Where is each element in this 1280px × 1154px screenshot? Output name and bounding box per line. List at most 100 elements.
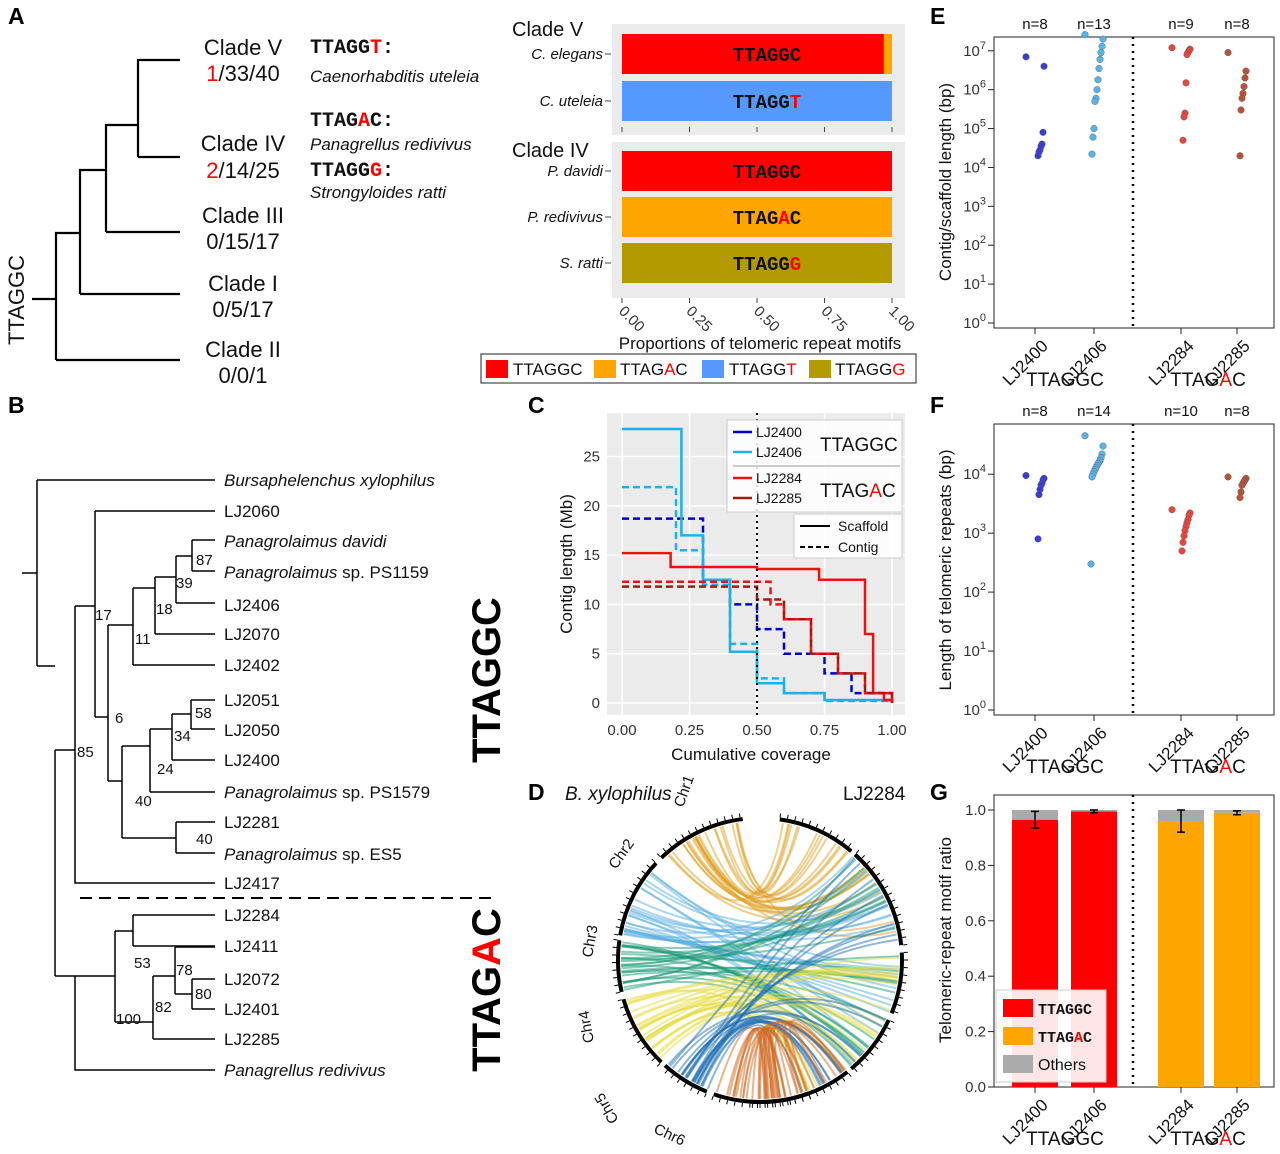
data-point xyxy=(1178,547,1186,555)
x-tick-label: 0.75 xyxy=(810,722,839,739)
y-tick-label: 20 xyxy=(583,498,600,515)
panel-c-y-label: Contig length (Mb) xyxy=(557,494,576,634)
chromosome-tick xyxy=(637,1040,641,1044)
chromosome-tick xyxy=(835,834,839,839)
bar-motif-label: TTAGGG xyxy=(733,254,801,276)
chromosome-tick xyxy=(869,1052,874,1056)
n-label: n=8 xyxy=(1022,16,1047,33)
bar-category-label: P. redivivus xyxy=(527,209,603,226)
series-line-lj2284-solid xyxy=(622,551,894,703)
bootstrap-value: 40 xyxy=(196,831,213,848)
data-point xyxy=(1168,506,1176,514)
taxon-label: LJ2406 xyxy=(224,596,280,615)
chromosome-tick xyxy=(842,838,846,843)
panel-g: G 0.0 0.2 0.4 0.6 0.8 1.0 Telomeric-repeat mo… xyxy=(930,779,1275,1096)
chromosome-tick xyxy=(888,892,893,896)
legend-label-ttaggc: TTAGGC xyxy=(1038,1002,1092,1019)
legend-label-lj2400: LJ2400 xyxy=(756,424,802,440)
chromosome-tick xyxy=(696,1090,700,1095)
chromosome-tick xyxy=(866,860,871,865)
chromosome-tick xyxy=(615,926,620,929)
series-line-lj2284-dashed xyxy=(622,580,894,703)
taxon-label: LJ2070 xyxy=(224,625,280,644)
n-label: n=10 xyxy=(1164,403,1198,420)
synteny-link xyxy=(624,955,899,991)
group-label-ttagac: TTAGAC xyxy=(465,908,509,1072)
synteny-link xyxy=(668,822,784,902)
synteny-link xyxy=(669,857,856,1067)
chr-label-chr5: Chr5 xyxy=(591,1090,622,1127)
x-tick-label: 0.50 xyxy=(750,303,783,336)
y-tick-label: 15 xyxy=(583,547,600,564)
chromosome-tick xyxy=(871,866,876,870)
taxon-label: LJ2285 xyxy=(224,1030,280,1049)
chromosome-tick xyxy=(890,1020,895,1024)
chromosome-arc xyxy=(853,852,904,946)
chromosome-tick xyxy=(625,1020,630,1024)
synteny-link xyxy=(677,997,887,1073)
chromosome-tick xyxy=(829,830,833,835)
chromosome-tick xyxy=(902,936,907,938)
chromosome-tick xyxy=(864,1057,869,1062)
clade-iii-counts: 0/15/17 xyxy=(206,229,279,254)
group-label-ttaggc: TTAGGC xyxy=(465,597,509,763)
chromosome-tick xyxy=(656,1063,661,1067)
chromosome-tick xyxy=(662,847,666,852)
synteny-link xyxy=(721,825,842,900)
panel-f-points: 100 101 102 103 104 xyxy=(963,432,1250,719)
y-tick-label: 104 xyxy=(963,463,986,483)
data-point xyxy=(1179,136,1187,144)
bootstrap-value: 6 xyxy=(115,710,123,727)
data-point xyxy=(1183,51,1191,59)
panel-c-ticks: 0 5 10 15 20 25 0.00 0.25 0.50 0.75 1.00 xyxy=(583,449,906,739)
chromosome-tick xyxy=(641,870,646,874)
chromosome-tick xyxy=(701,823,705,828)
chromosome-tick xyxy=(848,1073,852,1077)
chromosome-tick xyxy=(786,814,789,819)
panel-f-n-labels: n=8 n=14 n=10 n=8 xyxy=(1022,403,1249,420)
chromosome-tick xyxy=(641,1046,646,1050)
panel-letter-d: D xyxy=(528,779,545,805)
x-tick-label: 0.75 xyxy=(818,303,851,336)
panel-a: A TTAGGC Clade V 1/33/40 Clade IV 2/14/2… xyxy=(4,3,918,388)
y-tick-label: 106 xyxy=(963,79,986,99)
group-label-ttaggc: TTAGGC xyxy=(1026,1129,1104,1150)
chromosome-tick xyxy=(651,858,656,863)
clade-iv-counts: 2/14/25 xyxy=(206,158,279,183)
x-tick-label: 0.25 xyxy=(683,303,716,336)
synteny-link xyxy=(627,972,898,1005)
data-point xyxy=(1179,538,1187,546)
clade-v-counts: 1/33/40 xyxy=(206,61,279,86)
synteny-link xyxy=(645,879,883,925)
x-tick-label: 0.00 xyxy=(607,722,636,739)
data-point xyxy=(1238,94,1246,102)
chr-label-chr4: Chr4 xyxy=(576,1009,598,1044)
chromosome-tick xyxy=(646,1052,651,1056)
chromosome-tick xyxy=(835,1081,839,1086)
x-tick-label: 1.00 xyxy=(877,722,906,739)
synteny-link xyxy=(625,856,854,934)
panel-letter-b: B xyxy=(8,392,25,418)
bootstrap-value: 87 xyxy=(196,552,213,569)
chromosome-tick xyxy=(900,928,905,931)
chromosome-tick xyxy=(848,843,852,847)
bootstrap-value: 24 xyxy=(157,761,174,778)
data-point xyxy=(1034,535,1042,543)
synteny-link xyxy=(700,1020,831,1087)
clade-v-name: Clade V xyxy=(204,35,283,60)
chromosome-tick xyxy=(670,1074,674,1079)
data-point xyxy=(1242,67,1250,75)
chromosome-tick xyxy=(874,1046,879,1050)
bar-motif-label: TTAGGC xyxy=(733,162,801,184)
annotation-motif-ttaggg: TTAGGG: xyxy=(310,160,394,183)
y-tick-label: 107 xyxy=(963,40,986,60)
bootstrap-value: 11 xyxy=(135,631,151,648)
legend-swatch-others xyxy=(1003,1055,1033,1073)
legend-swatch-ttaggc xyxy=(1003,999,1033,1017)
panel-g-legend: TTAGGC TTAGAC Others xyxy=(995,989,1107,1083)
chromosome-tick xyxy=(898,921,904,924)
taxon-label: Panagrellus redivivus xyxy=(224,1061,386,1080)
chromosome-tick xyxy=(842,1077,846,1082)
bootstrap-value: 39 xyxy=(176,575,193,592)
